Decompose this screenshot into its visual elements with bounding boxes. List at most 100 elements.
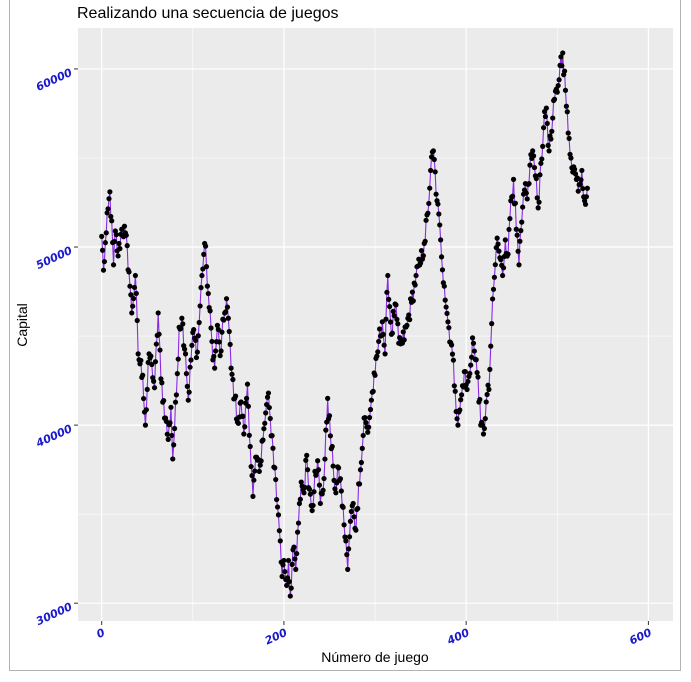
data-point [127,283,133,289]
x-tick-label: 400 [444,626,472,648]
data-point [404,322,410,328]
data-point [353,527,359,533]
data-point [370,388,376,394]
data-point [458,397,464,403]
data-point [542,113,549,120]
data-point [197,303,203,309]
data-point [121,223,128,229]
data-point [280,562,286,568]
data-point [393,302,399,308]
data-point [517,238,523,244]
data-point [297,496,303,502]
data-point [431,156,437,163]
data-point [273,476,279,483]
data-point [348,508,354,515]
data-point [336,465,342,471]
data-point [425,210,431,216]
data-point [124,243,130,249]
data-point [293,566,299,572]
data-point [367,406,374,413]
data-point [169,432,175,439]
grid-lines [78,28,673,621]
data-point [229,371,235,377]
data-point [507,216,513,222]
data-point [363,420,369,426]
data-point [105,206,111,212]
data-point [344,552,350,558]
data-point [486,386,492,393]
data-point [103,230,109,236]
data-point [101,258,108,265]
y-tick-label: 50000 [34,244,74,272]
data-point [262,420,268,426]
data-point [534,195,540,201]
data-point [115,253,121,259]
data-point [113,232,119,238]
data-point [337,476,344,482]
data-point [187,364,193,370]
data-point [343,538,349,544]
data-point [132,272,138,279]
data-point [341,522,347,528]
data-point [436,211,442,217]
data-point [390,308,396,314]
data-point [264,394,271,400]
data-point [261,426,267,432]
data-point [467,370,473,377]
data-point [527,162,533,168]
data-point [578,177,584,183]
data-point [539,156,545,162]
data-point [438,237,444,243]
data-point [485,382,491,388]
data-point [304,452,310,458]
data-point [543,105,549,111]
data-point [437,222,443,228]
data-point [194,349,200,355]
data-point [323,427,329,433]
data-point [276,528,282,534]
data-point [564,109,570,115]
data-point [457,407,463,413]
data-point [380,331,386,338]
data-point [107,189,113,195]
data-point [270,445,276,451]
data-point [418,247,425,254]
data-point [345,566,351,572]
data-point [296,500,303,507]
data-point [491,274,498,280]
data-point [281,557,287,564]
data-point [219,329,225,335]
data-point [518,228,524,234]
data-point [282,568,288,575]
data-point [355,505,361,512]
data-point [560,50,566,56]
data-point [387,319,394,325]
data-point [227,341,233,348]
data-point [428,167,434,174]
data-point [201,251,207,257]
data-point [514,232,520,238]
data-point [214,322,221,328]
data-point [149,361,155,368]
data-point [473,357,479,363]
data-point [315,467,322,473]
data-point [454,416,460,422]
data-point [530,153,537,159]
data-point [152,359,159,365]
data-point [133,290,139,297]
data-point [151,378,157,384]
data-point [247,443,253,450]
data-point [357,467,364,473]
data-point [178,325,184,332]
data-point [225,315,231,321]
data-point [515,248,521,254]
data-point [292,556,298,562]
data-point [218,348,224,354]
data-point [141,395,147,402]
data-point [102,240,108,246]
data-point [128,292,134,298]
data-point [291,544,297,550]
data-point [516,262,522,268]
data-point [233,393,239,399]
data-point [350,500,356,507]
